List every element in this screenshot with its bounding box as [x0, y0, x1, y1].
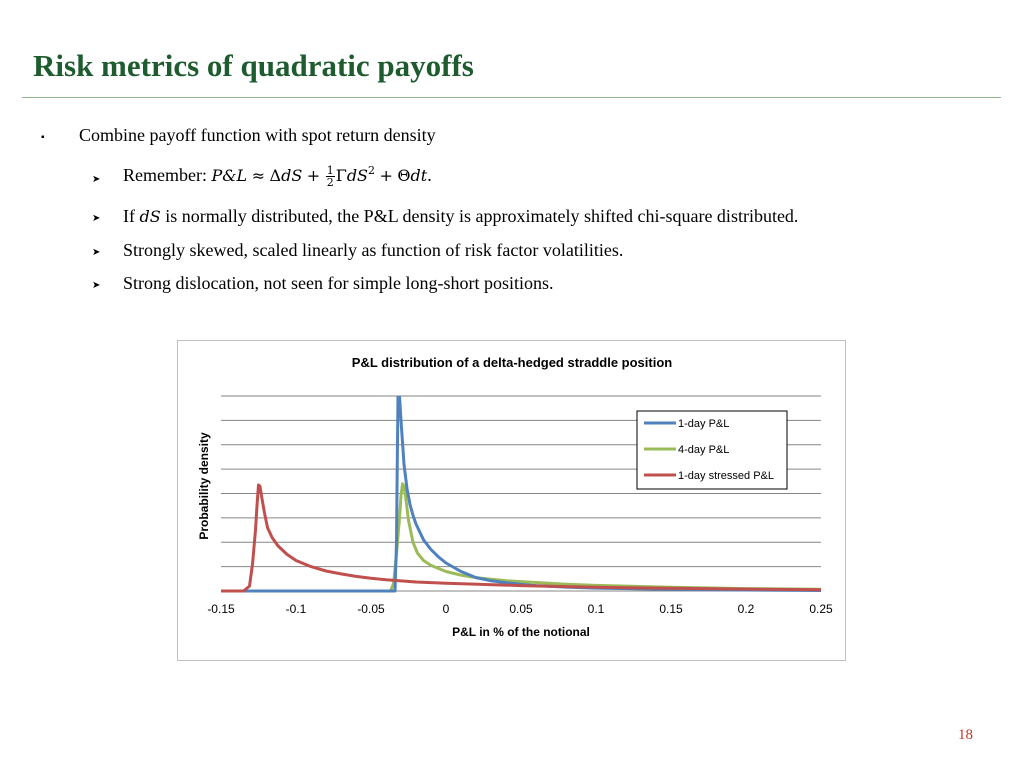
- slide-title: Risk metrics of quadratic payoffs: [33, 48, 474, 83]
- series-line-2: [221, 482, 821, 593]
- x-tick-label: 0.25: [809, 602, 833, 616]
- formula-square: 2: [368, 164, 376, 177]
- x-tick-label: -0.1: [286, 602, 307, 616]
- chart-frame: P&L distribution of a delta-hedged strad…: [177, 340, 846, 661]
- x-tick-label: -0.05: [357, 602, 385, 616]
- x-axis-label: P&L in % of the notional: [452, 625, 590, 639]
- chart-legend: 1-day P&L 4-day P&L 1-day stressed P&L: [636, 410, 788, 490]
- formula-approx: ≈: [251, 166, 266, 185]
- arrow-bullet-icon: ➤: [92, 247, 101, 258]
- remember-label: Remember:: [123, 165, 212, 185]
- formula-frac-num: 1: [325, 164, 335, 178]
- legend-label: 1-day stressed P&L: [678, 470, 774, 482]
- formula-plus-2: +: [379, 166, 393, 185]
- y-axis-label: Probability density: [197, 432, 211, 540]
- bullet-dislocation: Strong dislocation, not seen for simple …: [123, 273, 554, 293]
- page-number: 18: [958, 727, 973, 743]
- x-tick-labels: -0.15 -0.1 -0.05 0 0.05 0.1 0.15 0.2 0.25: [207, 602, 833, 616]
- formula-ds-squared: dS: [346, 166, 369, 185]
- bullet-main: Combine payoff function with spot return…: [79, 125, 436, 145]
- bullet-normal-text: is normally distributed, the P&L density…: [160, 206, 799, 226]
- chart-series: [221, 396, 821, 593]
- title-divider: [22, 97, 1001, 98]
- x-tick-label: -0.15: [207, 602, 235, 616]
- legend-label: 1-day P&L: [678, 418, 729, 430]
- arrow-bullet-icon: ➤: [92, 174, 101, 185]
- arrow-bullet-icon: ➤: [92, 280, 101, 291]
- formula-plus-1: +: [306, 166, 321, 185]
- formula-theta: Θ: [397, 166, 411, 185]
- formula-gamma: Γ: [335, 166, 347, 185]
- bullet-normal-distribution: If dS is normally distributed, the P&L d…: [123, 206, 798, 227]
- bullet-if: If: [123, 206, 140, 226]
- formula-lhs: P&L: [211, 166, 248, 185]
- pnl-distribution-chart: P&L distribution of a delta-hedged strad…: [197, 355, 833, 639]
- x-tick-label: 0.05: [509, 602, 533, 616]
- square-bullet-icon: ▪: [41, 132, 45, 143]
- x-tick-label: 0.1: [588, 602, 605, 616]
- chart-title: P&L distribution of a delta-hedged strad…: [352, 355, 672, 370]
- legend-entries: 1-day P&L 4-day P&L 1-day stressed P&L: [644, 418, 774, 482]
- formula-end: .: [427, 165, 432, 185]
- formula-ds: dS: [281, 166, 303, 185]
- legend-label: 4-day P&L: [678, 444, 729, 456]
- formula-dt: dt: [410, 166, 428, 185]
- arrow-bullet-icon: ➤: [92, 213, 101, 224]
- bullet-ds: dS: [139, 207, 161, 226]
- x-tick-label: 0.2: [738, 602, 755, 616]
- x-tick-label: 0.15: [659, 602, 683, 616]
- formula-frac-den: 2: [326, 176, 334, 190]
- bullet-skewed: Strongly skewed, scaled linearly as func…: [123, 240, 624, 260]
- x-tick-label: 0: [443, 602, 450, 616]
- formula-delta: Δ: [269, 166, 282, 185]
- bullet-remember: Remember: P&L ≈ ΔdS + 1 2 ΓdS2 + Θdt.: [123, 164, 432, 188]
- series-line-3: [221, 483, 821, 593]
